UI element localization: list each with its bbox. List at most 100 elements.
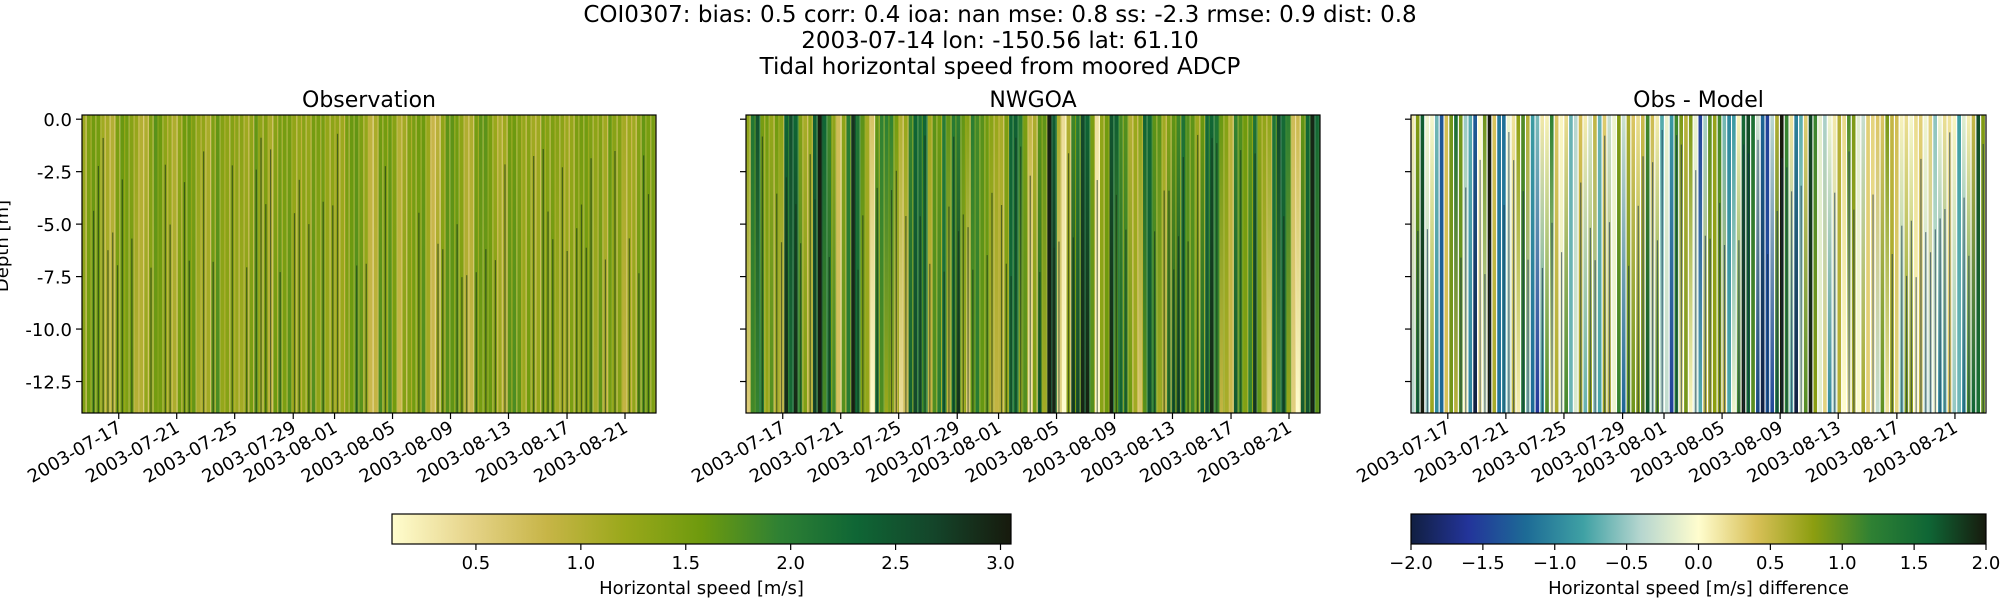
heatmap-cell [621,115,623,413]
heatmap-cell [1687,115,1689,413]
colorbar-tick-label: 1.0 [567,553,596,574]
heatmap-cell [353,115,355,413]
heatmap-cell [507,115,512,413]
heatmap-cell [898,115,900,413]
heatmap-cell [1577,115,1579,413]
heatmap-cell [1015,137,1017,413]
heatmap-cell [354,115,359,413]
heatmap-cell [192,115,196,413]
heatmap-cell [941,115,943,413]
heatmap-cell [986,255,988,413]
heatmap-cell [418,212,420,413]
colorbar-tick-label: −2.0 [1389,553,1433,574]
heatmap-cell [598,115,603,413]
heatmap-cell [1508,132,1510,413]
colorbar-tick-label: 0.5 [462,553,491,574]
heatmap-cell [1229,115,1233,413]
heatmap-cell [1103,115,1105,413]
heatmap-cell [1046,115,1048,413]
heatmap-cell [802,115,804,413]
y-tick-label: -12.5 [25,373,72,394]
heatmap-cell [862,215,864,413]
heatmap-cell [273,115,278,413]
heatmap-cell [1630,115,1632,413]
heatmap-cell [234,115,236,413]
heatmap-cell [363,115,365,413]
heatmap-cell [298,179,300,413]
heatmap-cell [1022,115,1024,413]
heatmap-cell [521,115,523,413]
heatmap-cell [1604,135,1606,413]
heatmap-cell [1041,115,1043,413]
heatmap-cell [449,115,451,413]
heatmap-cell [878,115,880,413]
heatmap-cell [348,115,350,413]
heatmap-cell [1204,115,1206,413]
heatmap-cell [1424,115,1426,413]
heatmap-cell [542,148,544,413]
heatmap-cell [1257,115,1262,413]
heatmap-cell [239,115,244,413]
heatmap-cell [219,115,221,413]
heatmap-cell [378,115,383,413]
heatmap-cell [604,259,607,413]
heatmap-cell [1310,115,1315,413]
heatmap-cell [1237,115,1239,413]
heatmap-cell [1817,115,1819,413]
heatmap-cell [984,115,986,413]
heatmap-cell [1535,115,1540,413]
heatmap-cell [296,115,298,413]
heatmap-cell [1228,115,1230,413]
heatmap-cell [845,115,847,413]
heatmap-cell [365,263,367,413]
heatmap-cell [1738,240,1740,413]
heatmap-cell [1540,115,1545,413]
heatmap-cell [1678,115,1680,413]
heatmap-cell [100,115,102,413]
heatmap-cell [402,115,407,413]
heatmap-cell [1597,115,1602,413]
heatmap-cell [1917,115,1919,413]
heatmap-cell [220,115,225,413]
heatmap-cell [803,115,808,413]
heatmap-cell [929,263,931,413]
heatmap-cell [176,115,178,413]
heatmap-cell [1090,115,1095,413]
heatmap-cell [884,115,889,413]
heatmap-cell [249,115,254,413]
heatmap-cell [950,115,952,413]
colorbar-tick-label: −1.0 [1533,553,1577,574]
heatmap-cell [1813,115,1818,413]
heatmap-cell [287,115,292,413]
heatmap-cell [1898,115,1900,413]
heatmap-cell [302,115,306,413]
heatmap-cell [492,115,494,413]
heatmap-cell [308,224,310,413]
heatmap-cell [1473,115,1478,413]
heatmap-cell [1267,115,1272,413]
heatmap-cell [559,115,561,413]
heatmap-cell [1688,115,1693,413]
heatmap-cell [1072,237,1074,413]
heatmap-cell [926,115,928,413]
heatmap-cell [566,251,568,413]
heatmap-cell [265,204,267,413]
heatmap-cell [369,115,373,413]
heatmap-cell [1104,115,1109,413]
heatmap-cell [474,115,478,413]
heatmap-cell [1449,115,1454,413]
heatmap-cell [1893,115,1895,413]
heatmap-cell [1510,115,1512,413]
heatmap-cell [214,115,216,413]
heatmap-cell [522,115,526,413]
heatmap-cell [1438,115,1440,413]
heatmap-cell [857,269,859,413]
heatmap-cell [917,115,919,413]
heatmap-cell [636,115,641,413]
heatmap-cell [1941,115,1943,413]
heatmap-cell [1764,115,1766,413]
heatmap-cell [1224,115,1229,413]
y-tick-label: -5.0 [37,215,72,236]
heatmap-cell [461,277,463,413]
heatmap-cell [1910,220,1912,413]
